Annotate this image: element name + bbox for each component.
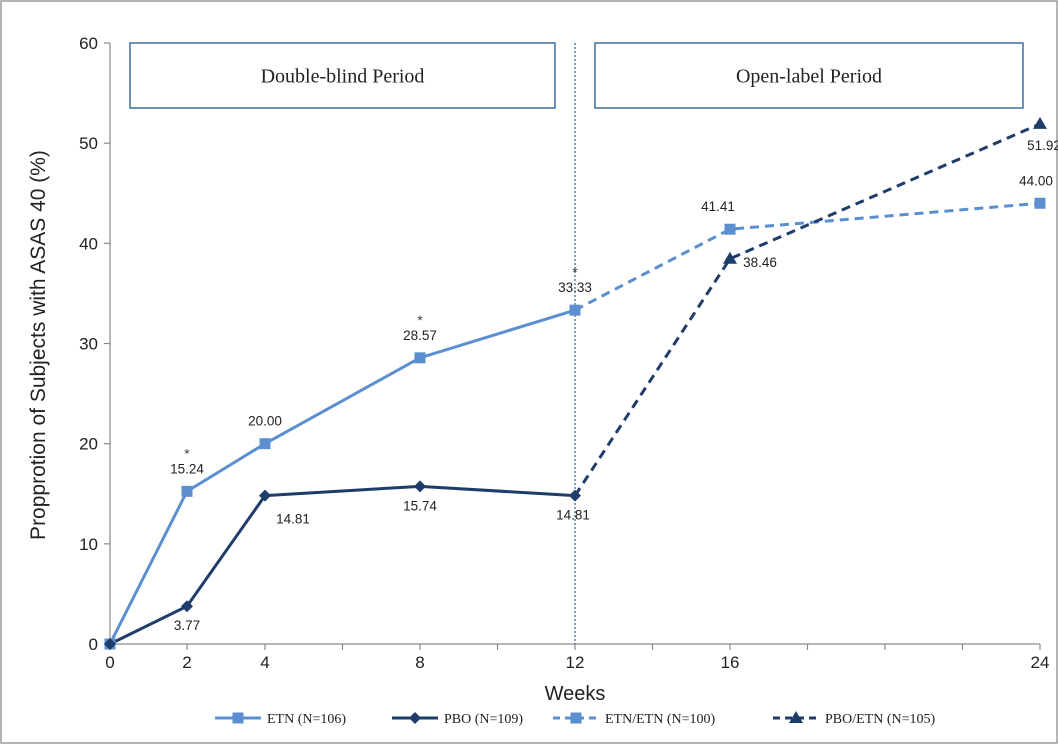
data-point-marker — [569, 304, 581, 316]
series-line — [574, 201, 1041, 312]
legend-label: PBO (N=109) — [444, 712, 523, 727]
x-tick-label: 8 — [415, 653, 424, 672]
data-label: 15.24 — [170, 461, 204, 476]
data-point-marker — [569, 489, 581, 502]
series-line — [573, 122, 1041, 497]
data-point-marker — [414, 352, 426, 364]
significance-marker: * — [417, 312, 423, 328]
data-label: 28.57 — [403, 328, 437, 343]
data-label: 3.77 — [174, 618, 200, 633]
data-label: 14.81 — [276, 512, 310, 527]
x-tick-label: 2 — [182, 653, 191, 672]
data-point-marker — [181, 485, 193, 497]
data-label: 33.33 — [558, 280, 592, 295]
data-label: 15.74 — [403, 498, 437, 513]
data-point-marker — [259, 438, 271, 450]
significance-marker: * — [572, 264, 578, 280]
x-tick-label: 24 — [1031, 653, 1050, 672]
data-point-marker — [1033, 116, 1047, 129]
y-tick-label: 0 — [89, 635, 98, 654]
legend-swatch-marker — [409, 712, 421, 724]
significance-marker: * — [184, 445, 190, 461]
legend-swatch-marker — [570, 712, 582, 724]
period-box — [594, 42, 1024, 109]
y-tick-label: 20 — [79, 435, 98, 454]
x-tick-label: 0 — [105, 653, 114, 672]
legend-label: ETN/ETN (N=100) — [605, 712, 715, 727]
x-tick-label: 12 — [566, 653, 585, 672]
data-label: 20.00 — [248, 414, 282, 429]
data-point-marker — [1034, 197, 1046, 209]
x-axis-label: Weeks — [545, 683, 606, 705]
data-label: 38.46 — [743, 255, 777, 270]
legend-label: ETN (N=106) — [267, 712, 346, 727]
data-label: 41.41 — [701, 199, 735, 214]
y-axis-label: Propprotion of Subjects with ASAS 40 (%) — [27, 150, 50, 540]
legend-label: PBO/ETN (N=105) — [825, 712, 936, 727]
data-point-marker — [259, 489, 271, 502]
period-label: Double-blind Period — [261, 66, 425, 88]
x-tick-label: 4 — [260, 653, 269, 672]
data-label: 44.00 — [1019, 173, 1053, 188]
data-point-marker — [181, 600, 193, 613]
y-tick-label: 40 — [79, 234, 98, 253]
y-tick-label: 10 — [79, 535, 98, 554]
data-label: 14.81 — [556, 508, 590, 523]
data-point-marker — [723, 251, 737, 264]
legend-swatch-marker — [789, 711, 803, 723]
legend-swatch-marker — [232, 712, 244, 724]
data-point-marker — [104, 638, 116, 650]
period-box — [129, 42, 556, 109]
data-label: 51.92 — [1027, 138, 1058, 153]
data-point-marker — [414, 480, 426, 493]
data-point-marker — [724, 223, 736, 235]
x-tick-label: 16 — [721, 653, 740, 672]
y-tick-label: 60 — [79, 34, 98, 53]
y-tick-label: 30 — [79, 335, 98, 354]
y-tick-label: 50 — [79, 134, 98, 153]
period-label: Open-label Period — [736, 66, 882, 88]
